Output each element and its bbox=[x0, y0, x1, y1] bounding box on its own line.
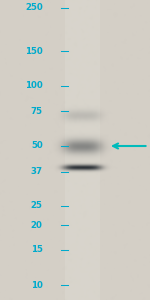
Text: 10: 10 bbox=[31, 280, 43, 290]
Text: 75: 75 bbox=[31, 106, 43, 116]
Text: 100: 100 bbox=[25, 82, 43, 91]
Text: 250: 250 bbox=[25, 4, 43, 13]
Text: 15: 15 bbox=[31, 245, 43, 254]
Text: 37: 37 bbox=[31, 167, 43, 176]
Text: 50: 50 bbox=[31, 142, 43, 151]
Text: 150: 150 bbox=[25, 46, 43, 56]
Text: 20: 20 bbox=[31, 220, 43, 230]
Text: 25: 25 bbox=[31, 202, 43, 211]
